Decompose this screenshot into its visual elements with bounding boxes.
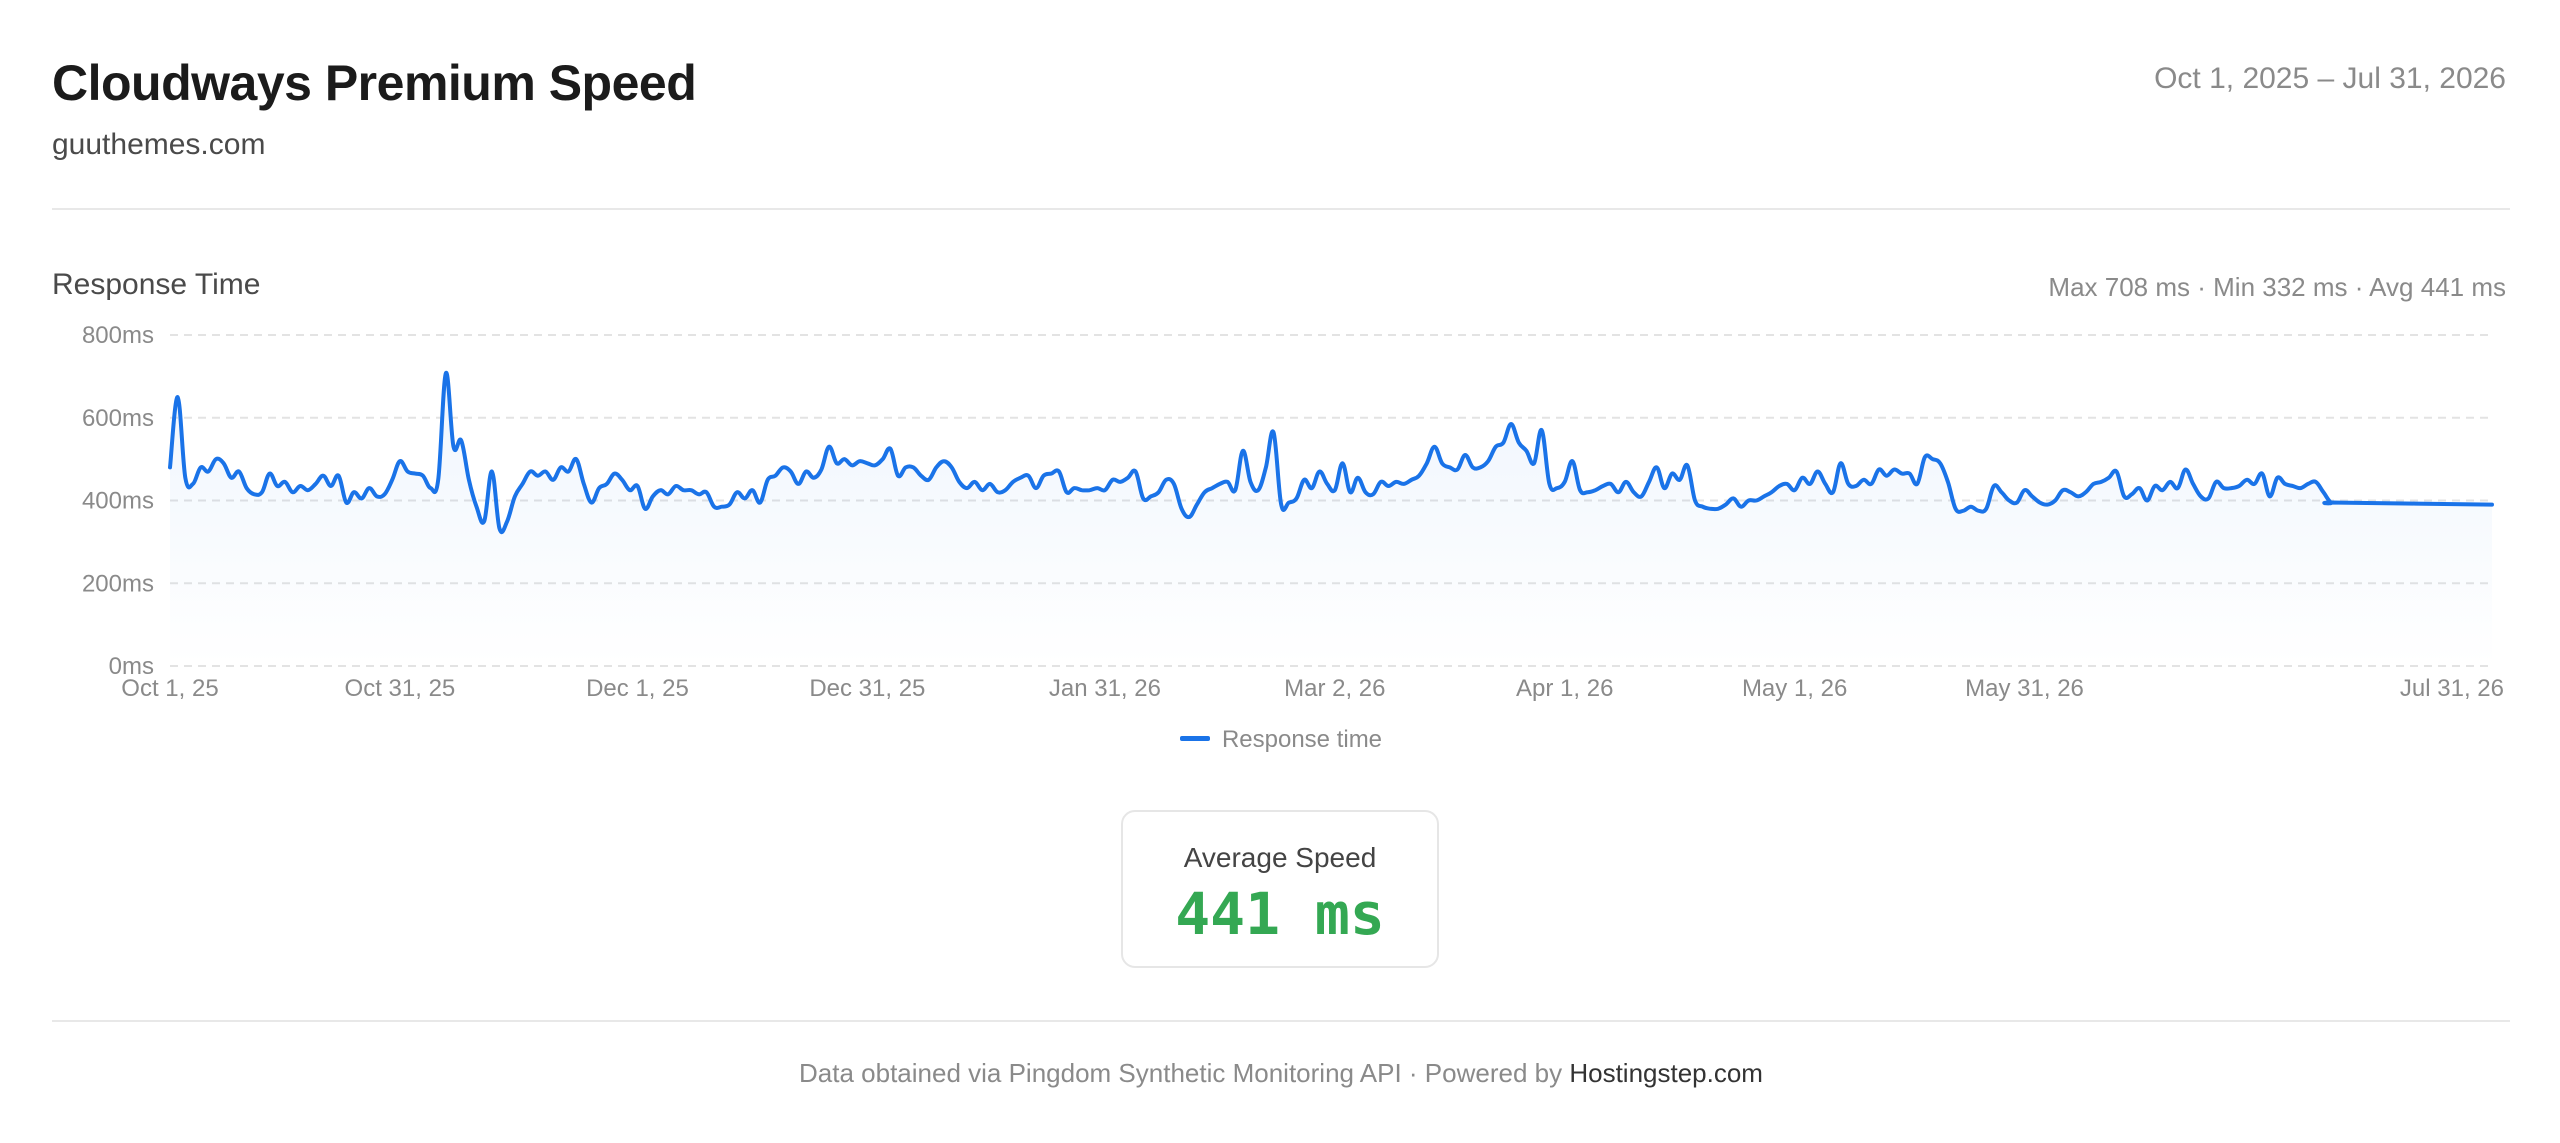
response-stats: Max 708 ms · Min 332 ms · Avg 441 ms <box>2048 272 2506 302</box>
average-speed-label: Average Speed <box>1183 842 1377 873</box>
y-tick-label: 0ms <box>109 653 154 680</box>
average-speed-value: 441 ms <box>1175 880 1385 948</box>
x-tick-label: Apr 1, 26 <box>1516 675 1613 702</box>
header-divider <box>52 208 2510 210</box>
response-time-area <box>170 372 2492 666</box>
footer-divider <box>52 1020 2510 1022</box>
legend-line-swatch <box>1179 736 1210 742</box>
x-tick-label: Oct 31, 25 <box>345 675 456 702</box>
x-tick-label: Oct 1, 25 <box>121 675 218 702</box>
x-tick-label: May 1, 26 <box>1742 675 1847 702</box>
section-title: Response Time <box>52 268 261 301</box>
x-tick-label: Dec 31, 25 <box>809 675 925 702</box>
x-tick-label: Dec 1, 25 <box>586 675 689 702</box>
x-tick-label: Jul 31, 26 <box>2400 675 2504 702</box>
y-tick-label: 200ms <box>82 570 154 597</box>
y-axis-ticks: 0ms 200ms 400ms 600ms 800ms <box>82 322 154 680</box>
footer-text: Data obtained via Pingdom Synthetic Moni… <box>799 1058 1570 1088</box>
average-speed-card: Average Speed 441 ms <box>1121 810 1439 968</box>
x-tick-label: May 31, 26 <box>1965 675 2084 702</box>
footer: Data obtained via Pingdom Synthetic Moni… <box>52 1058 2510 1089</box>
y-tick-label: 800ms <box>82 322 154 349</box>
page-title: Cloudways Premium Speed <box>52 55 697 111</box>
legend-label: Response time <box>1221 726 1383 753</box>
dashboard: Cloudways Premium Speed guuthemes.com Oc… <box>52 0 2510 1143</box>
response-time-chart: 0ms 200ms 400ms 600ms 800ms Oct 1, 25 Oct 31,… <box>82 322 2504 702</box>
chart-legend: Response time <box>52 726 2510 754</box>
hostingstep-link[interactable]: Hostingstep.com <box>1569 1058 1763 1088</box>
x-axis-ticks: Oct 1, 25 Oct 31, 25 Dec 1, 25 Dec 31, 25 Ja… <box>121 675 2504 702</box>
response-time-line <box>168 371 2494 535</box>
y-tick-label: 400ms <box>82 488 154 515</box>
y-tick-label: 600ms <box>82 405 154 432</box>
x-tick-label: Jan 31, 26 <box>1049 675 1161 702</box>
x-tick-label: Mar 2, 26 <box>1284 675 1385 702</box>
date-range: Oct 1, 2025 – Jul 31, 2026 <box>2154 62 2506 95</box>
site-domain: guuthemes.com <box>52 128 266 161</box>
